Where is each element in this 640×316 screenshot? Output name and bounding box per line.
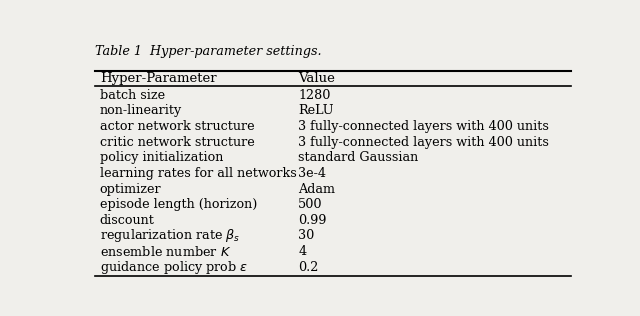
Text: critic network structure: critic network structure bbox=[100, 136, 255, 149]
Text: 3 fully-connected layers with 400 units: 3 fully-connected layers with 400 units bbox=[298, 120, 549, 133]
Text: policy initialization: policy initialization bbox=[100, 151, 223, 164]
Text: 3 fully-connected layers with 400 units: 3 fully-connected layers with 400 units bbox=[298, 136, 549, 149]
Text: 500: 500 bbox=[298, 198, 323, 211]
Text: discount: discount bbox=[100, 214, 155, 227]
Text: batch size: batch size bbox=[100, 89, 165, 102]
Text: actor network structure: actor network structure bbox=[100, 120, 255, 133]
Text: optimizer: optimizer bbox=[100, 183, 161, 196]
Text: ReLU: ReLU bbox=[298, 104, 333, 117]
Text: non-linearity: non-linearity bbox=[100, 104, 182, 117]
Text: Value: Value bbox=[298, 72, 335, 85]
Text: 3e-4: 3e-4 bbox=[298, 167, 326, 180]
Text: Table 1  Hyper-parameter settings.: Table 1 Hyper-parameter settings. bbox=[95, 45, 321, 58]
Text: 0.2: 0.2 bbox=[298, 261, 319, 274]
Text: Hyper-Parameter: Hyper-Parameter bbox=[100, 72, 216, 85]
Text: ensemble number $K$: ensemble number $K$ bbox=[100, 245, 231, 258]
Text: learning rates for all networks: learning rates for all networks bbox=[100, 167, 296, 180]
Text: episode length (horizon): episode length (horizon) bbox=[100, 198, 257, 211]
Text: regularization rate $\beta_s$: regularization rate $\beta_s$ bbox=[100, 228, 240, 245]
Text: standard Gaussian: standard Gaussian bbox=[298, 151, 419, 164]
Text: Adam: Adam bbox=[298, 183, 335, 196]
Text: guidance policy prob $\epsilon$: guidance policy prob $\epsilon$ bbox=[100, 259, 248, 276]
Text: 1280: 1280 bbox=[298, 89, 331, 102]
Text: 4: 4 bbox=[298, 245, 307, 258]
Text: 0.99: 0.99 bbox=[298, 214, 327, 227]
Text: 30: 30 bbox=[298, 229, 314, 242]
